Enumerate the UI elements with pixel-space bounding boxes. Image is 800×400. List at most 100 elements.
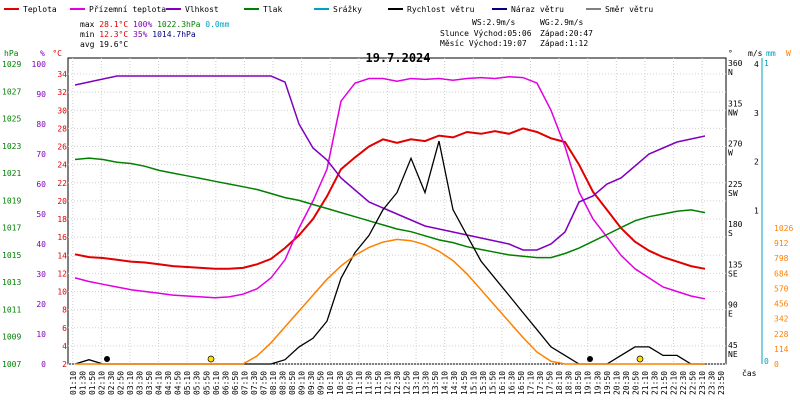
stat-avg-temp: 19.6°C [99,40,128,49]
solar-tick: 342 [774,315,789,324]
stat-moon-rise: Měsíc Východ:19:07 [440,39,527,48]
temp-tick: 2 [62,360,67,369]
hum-tick: 20 [36,300,46,309]
solar-tick: 228 [774,330,789,339]
x-tick-label: 14:10 [441,371,450,395]
solar-tick: 1026 [774,224,793,233]
press-tick: 1007 [2,360,21,369]
temp-tick: 30 [57,106,67,115]
solar-tick: 570 [774,284,789,293]
series-p-zemn-teplota [74,75,706,300]
stat-max-temp: 28.1°C [99,20,128,29]
temp-tick: 10 [57,288,67,297]
hum-tick: 90 [36,90,46,99]
x-tick-label: 22:30 [679,371,688,395]
series-tlak [74,157,706,259]
solar-tick: 684 [774,269,789,278]
stat-sun-rise: Slunce Východ:05:06 [440,29,532,38]
dir-tick: 180 [728,220,743,229]
wind-tick: 3 [754,109,759,118]
series-teplota [74,127,706,270]
x-tick-label: 23:30 [708,371,717,395]
x-tick-label: 11:50 [374,371,383,395]
stat-max-press: 1022.3hPa [157,20,201,29]
dir-tick-compass: S [728,229,733,238]
hum-tick: 100 [32,60,47,69]
sunrise-icon [207,355,215,363]
x-tick-label: 09:50 [317,371,326,395]
x-tick-label: 09:10 [298,371,307,395]
dir-tick-compass: E [728,310,733,319]
dir-tick: 315 [728,99,743,108]
hum-tick: 50 [36,210,46,219]
x-tick-label: 13:50 [431,371,440,395]
dir-tick-compass: N [728,68,733,77]
dir-tick: 90 [728,301,738,310]
temp-tick: 4 [62,342,67,351]
temp-tick: 28 [57,124,67,133]
legend-item: Náraz větru [511,5,564,14]
x-tick-label: 04:30 [164,371,173,395]
x-tick-label: 04:50 [174,371,183,395]
x-tick-label: 05:10 [183,371,192,395]
x-tick-label: 08:30 [279,371,288,395]
dir-tick: 135 [728,260,743,269]
temp-tick: 18 [57,215,67,224]
press-tick: 1015 [2,251,21,260]
dir-tick-compass: SW [728,189,738,198]
svg-text:min 12.3°C 35% 1014.7hPa: min 12.3°C 35% 1014.7hPa [80,30,196,39]
x-tick-label: 08:50 [288,371,297,395]
x-axis-label: čas [742,368,757,378]
solar-axis-label: W [786,49,791,58]
x-tick-label: 02:30 [107,371,116,395]
dir-axis-label: ° [728,49,733,58]
x-tick-label: 01:10 [69,371,78,395]
solar-tick: 114 [774,345,789,354]
plot-frame [67,57,727,365]
svg-text:avg 19.6°C: avg 19.6°C [80,40,128,49]
x-tick-label: 11:10 [355,371,364,395]
series-vlhkost [74,75,706,251]
stat-max-hum: 100% [133,20,152,29]
temp-axis-label: °C [52,49,62,58]
stat-min-hum: 35% [133,30,148,39]
x-tick-label: 15:50 [488,371,497,395]
stat-ws: WS:2.9m/s [472,18,516,27]
moonrise-icon [587,356,593,362]
x-tick-label: 06:30 [221,371,230,395]
x-tick-label: 21:30 [650,371,659,395]
wind-axis-label: m/s [748,49,763,58]
solar-tick: 912 [774,239,789,248]
legend-item: Tlak [263,5,282,14]
x-tick-label: 13:30 [422,371,431,395]
x-tick-label: 11:30 [364,371,373,395]
press-tick: 1019 [2,196,21,205]
x-tick-label: 10:10 [326,371,335,395]
x-tick-label: 05:50 [202,371,211,395]
x-tick-label: 10:50 [345,371,354,395]
legend-item: Rychlost větru [407,5,475,14]
x-tick-label: 17:10 [527,371,536,395]
temp-tick: 32 [57,88,67,97]
press-tick: 1009 [2,333,21,342]
rain-tick: 1 [764,59,769,68]
legend-item: Přízemní teplota [89,5,166,14]
x-tick-label: 21:50 [660,371,669,395]
x-tick-label: 01:50 [88,371,97,395]
stat-min-label: min [80,30,95,39]
x-tick-label: 07:10 [240,371,249,395]
x-tick-label: 16:30 [507,371,516,395]
x-tick-label: 02:10 [97,371,106,395]
x-tick-label: 03:50 [145,371,154,395]
temp-tick: 20 [57,197,67,206]
stat-moon-set: Západ:1:12 [540,39,588,48]
hum-axis-label: % [40,49,45,58]
press-axis-label: hPa [4,49,19,58]
temp-tick: 34 [57,70,67,79]
x-tick-label: 23:50 [717,371,726,395]
legend-item: Směr větru [605,5,653,14]
wind-tick: 4 [754,60,759,69]
dir-tick: 270 [728,140,743,149]
temp-tick: 16 [57,233,67,242]
